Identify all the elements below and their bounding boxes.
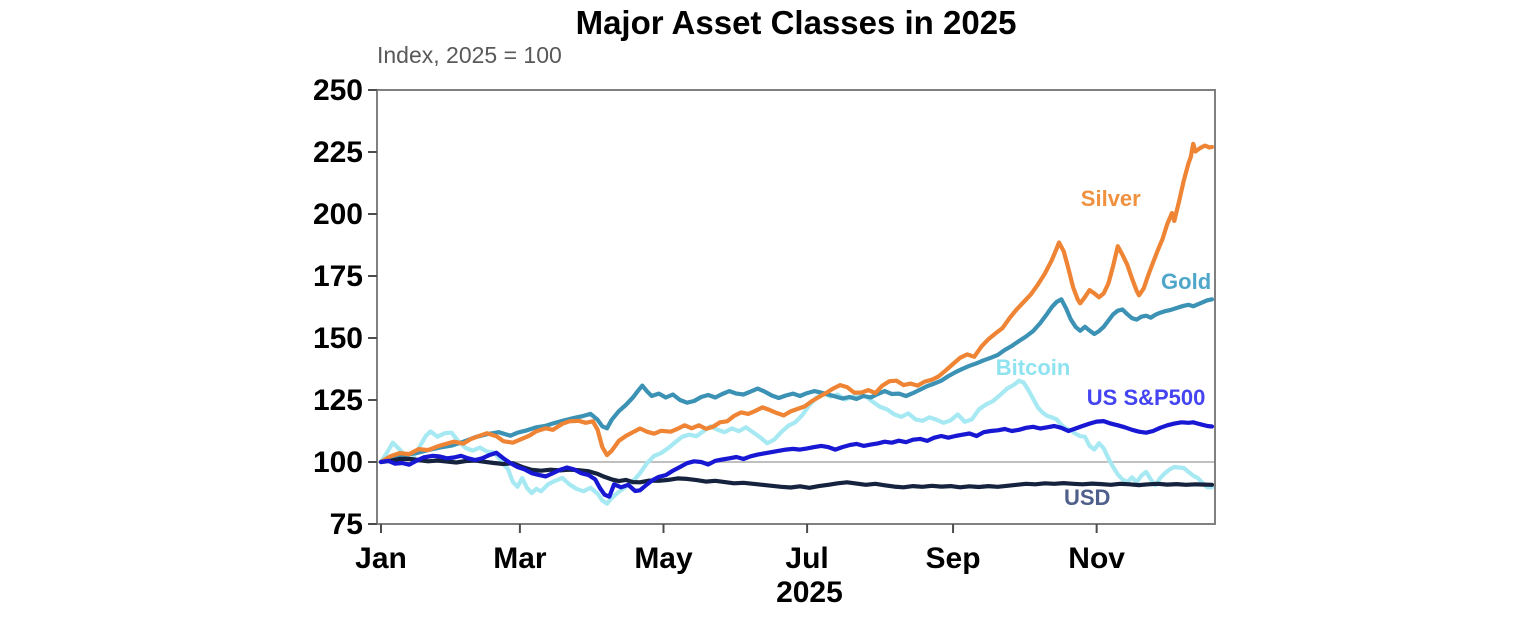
y-tick-label: 75	[330, 508, 363, 541]
y-tick-label: 200	[313, 198, 363, 231]
x-tick-label: Sep	[926, 542, 981, 575]
chart-title: Major Asset Classes in 2025	[575, 4, 1017, 41]
x-tick-label: May	[634, 542, 693, 575]
y-tick-label: 125	[313, 384, 363, 417]
y-tick-label: 175	[313, 260, 363, 293]
x-tick-label: Nov	[1068, 542, 1125, 575]
y-tick-label: 225	[313, 136, 363, 169]
series-label-us-sp500: US S&P500	[1087, 385, 1206, 410]
y-tick-label: 100	[313, 446, 363, 479]
plot-frame	[376, 89, 1216, 525]
series-lines	[378, 141, 1215, 506]
series-label-silver: Silver	[1081, 186, 1141, 211]
series-label-usd: USD	[1064, 485, 1110, 510]
series-label-gold: Gold	[1161, 269, 1211, 294]
x-axis-year-label: 2025	[776, 576, 843, 609]
chart-subtitle: Index, 2025 = 100	[377, 42, 562, 68]
x-tick-label: Jan	[355, 542, 407, 575]
y-tick-label: 150	[313, 322, 363, 355]
series-line-us-sp500	[378, 419, 1215, 499]
x-tick-label: Mar	[493, 542, 547, 575]
series-label-bitcoin: Bitcoin	[996, 355, 1071, 380]
y-tick-label: 250	[313, 74, 363, 107]
series-line-usd	[378, 456, 1215, 490]
x-tick-label: Jul	[785, 542, 828, 575]
series-line-gold	[378, 297, 1215, 465]
series-line-silver	[378, 141, 1215, 465]
